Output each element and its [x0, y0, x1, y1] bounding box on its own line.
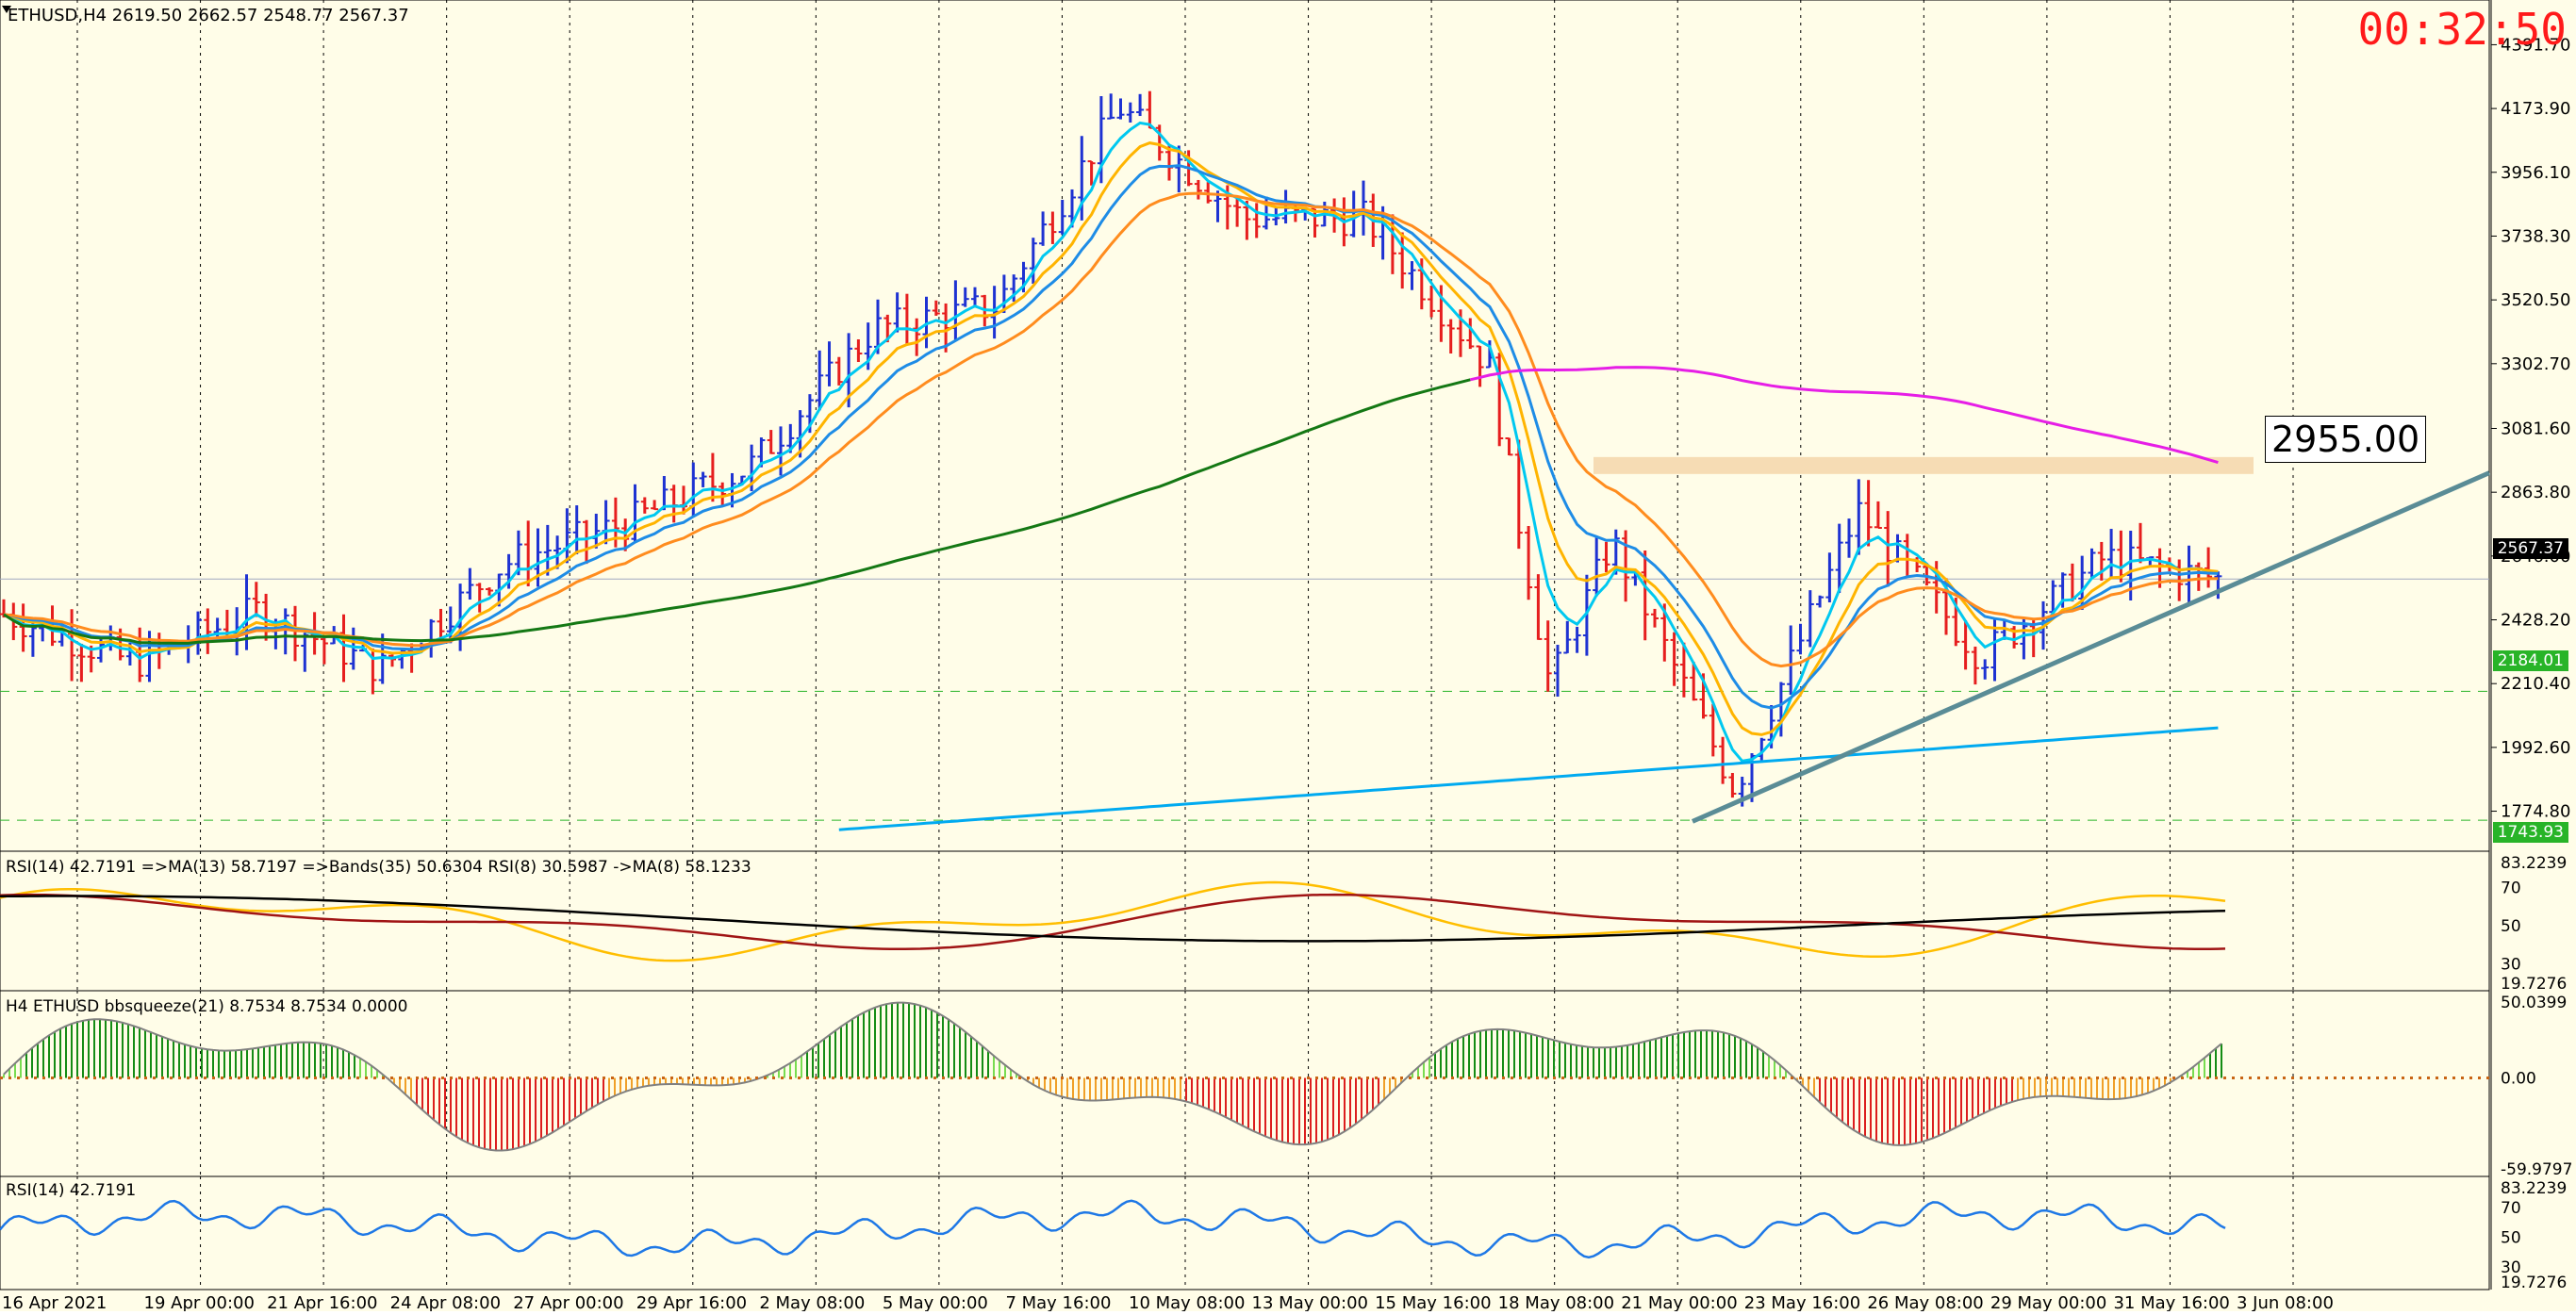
chart-menu-icon [2, 6, 11, 13]
price-axis-label: 3520.50 [2501, 290, 2570, 310]
time-axis-label: 29 Apr 16:00 [636, 1293, 747, 1311]
price-axis-label: 3302.70 [2501, 354, 2570, 374]
time-axis-label: 18 May 08:00 [1498, 1293, 1614, 1311]
rsi-axis-label: 70 [2501, 1199, 2521, 1218]
time-axis-label: 5 May 00:00 [883, 1293, 988, 1311]
ma-long-magenta-line [1469, 366, 2219, 465]
ema-mid-line [3, 164, 2219, 710]
ema-yellow-line [3, 141, 2219, 736]
time-axis-label: 3 Jun 08:00 [2237, 1293, 2334, 1311]
price-axis-label: 3081.60 [2501, 419, 2570, 439]
price-axis-label: 1992.60 [2501, 738, 2570, 758]
time-axis-label: 27 Apr 00:00 [513, 1293, 623, 1311]
rsi-line [0, 1199, 2226, 1259]
time-axis-label: 13 May 00:00 [1252, 1293, 1368, 1311]
rsi-ma-axis-label: 70 [2501, 879, 2521, 898]
pane-0-frame [0, 0, 2490, 852]
price-axis-label: 2210.40 [2501, 674, 2570, 694]
price-axis-label: 4173.90 [2501, 99, 2570, 119]
rsi-axis-label: 50 [2501, 1228, 2521, 1247]
time-axis-label: 31 May 16:00 [2113, 1293, 2229, 1311]
rsi-ma-axis-label: 83.2239 [2501, 854, 2567, 873]
rsi8-line [0, 880, 2226, 962]
rsi-ma-axis-label: 30 [2501, 955, 2521, 974]
rsi-ma-axis-label: 19.7276 [2501, 975, 2567, 994]
rsi-ma-pane-label: RSI(14) 42.7191 =>MA(13) 58.7197 =>Bands… [6, 858, 751, 877]
rsi-axis-label: 19.7276 [2501, 1274, 2567, 1292]
rsi-pane-label: RSI(14) 42.7191 [6, 1181, 136, 1200]
low-price-tag: 1743.93 [2492, 822, 2568, 843]
rsi-bands-line [0, 895, 2226, 943]
price-axis-label: 3956.10 [2501, 163, 2570, 183]
squeeze-pane-label: H4 ETHUSD bbsqueeze(21) 8.7534 8.7534 0.… [6, 997, 408, 1016]
price-axis-label: 2428.20 [2501, 611, 2570, 631]
squeeze-axis-label: 50.0399 [2501, 994, 2567, 1012]
price-axis-label: 2863.80 [2501, 483, 2570, 502]
time-axis-label: 10 May 08:00 [1129, 1293, 1245, 1311]
time-axis-label: 19 Apr 00:00 [144, 1293, 255, 1311]
ma-very-long-line [838, 726, 2219, 831]
squeeze-axis-label: -59.9797 [2501, 1160, 2572, 1179]
pane-2-frame [0, 990, 2490, 1177]
rsi-ma-line [0, 893, 2226, 950]
time-axis-label: 26 May 08:00 [1867, 1293, 1983, 1311]
time-axis-label: 21 Apr 16:00 [267, 1293, 377, 1311]
time-axis-label: 23 May 16:00 [1744, 1293, 1860, 1311]
pane-3-frame [0, 1175, 2490, 1290]
countdown-clock: 00:32:50 [2357, 4, 2567, 55]
price-axis-label: 4391.70 [2501, 35, 2570, 55]
time-axis-label: 16 Apr 2021 [2, 1293, 107, 1311]
time-axis-label: 2 May 08:00 [759, 1293, 865, 1311]
rsi-ma-axis-label: 50 [2501, 917, 2521, 936]
chart-header: ETHUSD,H4 2619.50 2662.57 2548.77 2567.3… [8, 6, 409, 25]
resistance-price-callout[interactable]: 2955.00 [2265, 416, 2427, 463]
time-axis-label: 24 Apr 08:00 [390, 1293, 501, 1311]
time-axis-label: 7 May 16:00 [1005, 1293, 1111, 1311]
price-axis-label: 3738.30 [2501, 226, 2570, 246]
ascending-trendline [1691, 470, 2491, 824]
price-axis-label: 1774.80 [2501, 802, 2570, 822]
current-price-tag: 2567.37 [2492, 538, 2568, 559]
rsi-axis-label: 83.2239 [2501, 1179, 2567, 1198]
time-axis-label: 21 May 00:00 [1621, 1293, 1737, 1311]
time-axis-label: 15 May 16:00 [1375, 1293, 1491, 1311]
squeeze-envelope [3, 1001, 2222, 1152]
rsi-axis-label: 30 [2501, 1258, 2521, 1277]
ema-slow-line [3, 191, 2219, 668]
resistance-zone [1593, 456, 2254, 474]
ema-fast-line [3, 121, 2219, 764]
support-price-tag: 2184.01 [2492, 650, 2568, 671]
time-axis-label: 29 May 00:00 [1990, 1293, 2106, 1311]
ma-long-green-line [3, 378, 1471, 645]
squeeze-axis-label: 0.00 [2501, 1070, 2536, 1089]
